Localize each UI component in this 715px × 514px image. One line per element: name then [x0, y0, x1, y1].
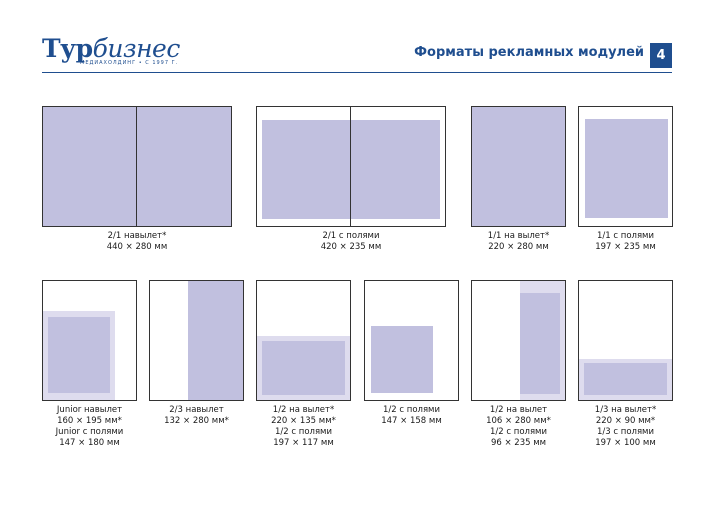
ad-area [584, 363, 667, 395]
format-caption: 2/1 навылет* 440 × 280 мм [42, 231, 232, 253]
caption-line: 420 × 235 мм [320, 242, 382, 252]
ad-area [371, 326, 433, 393]
caption-line: 1/1 на вылет* [487, 231, 550, 241]
logo-rest: бизнес [92, 34, 181, 63]
caption-line: 132 × 280 мм* [164, 416, 229, 426]
caption-line: 1/2 с полями [490, 427, 547, 437]
format-caption: 1/2 с полями 147 × 158 мм [364, 405, 459, 427]
caption-line: 440 × 280 мм [106, 242, 168, 252]
caption-line: 1/2 с полями [383, 405, 440, 415]
format-spread-bleed [42, 106, 232, 227]
caption-line: 1/2 на вылет* [272, 405, 335, 415]
logo: Турбизнес МЕДИАХОЛДИНГ • С 1997 Г. [42, 35, 180, 69]
format-half-square [364, 280, 459, 401]
caption-line: 220 × 135 мм* [271, 416, 336, 426]
format-full-page-bleed [471, 106, 566, 227]
page-number-badge: 4 [650, 43, 672, 68]
format-full-page-margins [578, 106, 673, 227]
caption-line: 1/2 на вылет [489, 405, 548, 415]
header-divider [42, 72, 672, 73]
caption-line: 1/2 с полями [275, 427, 332, 437]
spread-fold [136, 107, 137, 226]
ad-area [262, 341, 345, 395]
format-caption: 2/3 навылет 132 × 280 мм* [149, 405, 244, 427]
caption-line: 2/1 с полями [322, 231, 380, 241]
caption-line: 1/1 с полями [597, 231, 654, 241]
caption-line: 1/3 на вылет* [594, 405, 657, 415]
caption-line: 147 × 158 мм [381, 416, 442, 426]
caption-line: 160 × 195 мм* [57, 416, 122, 426]
caption-line: Junior с полями [55, 427, 124, 437]
caption-line: 147 × 180 мм [59, 438, 120, 448]
caption-line: 2/3 навылет [169, 405, 224, 415]
logo-main: Тур [42, 34, 93, 63]
ad-area [585, 119, 668, 218]
caption-line: 197 × 100 мм [595, 438, 656, 448]
format-caption: 1/2 на вылет* 220 × 135 мм* 1/2 с полями… [256, 405, 351, 449]
ad-area [520, 293, 560, 394]
format-two-thirds-bleed [149, 280, 244, 401]
ad-area [48, 317, 110, 393]
format-caption: 1/1 с полями 197 × 235 мм [578, 231, 673, 253]
caption-line: 1/3 с полями [597, 427, 654, 437]
spread-fold [350, 107, 351, 226]
caption-line: 197 × 117 мм [273, 438, 334, 448]
logo-tagline: МЕДИАХОЛДИНГ • С 1997 Г. [80, 60, 179, 66]
format-spread-margins [256, 106, 446, 227]
format-caption: 1/3 на вылет* 220 × 90 мм* 1/3 с полями … [578, 405, 673, 449]
ad-area [262, 120, 440, 219]
format-caption: 1/2 на вылет 106 × 280 мм* 1/2 с полями … [471, 405, 566, 449]
format-caption: 1/1 на вылет* 220 × 280 мм [471, 231, 566, 253]
caption-line: 106 × 280 мм* [486, 416, 551, 426]
format-half-vertical [471, 280, 566, 401]
logo-wordmark: Турбизнес [42, 35, 180, 63]
ad-area [188, 281, 243, 400]
caption-line: 220 × 90 мм* [595, 416, 656, 426]
format-junior [42, 280, 137, 401]
caption-line: 197 × 235 мм [595, 242, 656, 252]
format-half-horizontal [256, 280, 351, 401]
caption-line: Junior навылет [56, 405, 123, 415]
page-title: Форматы рекламных модулей [414, 45, 644, 60]
caption-line: 220 × 280 мм [488, 242, 549, 252]
caption-line: 2/1 навылет* [107, 231, 167, 241]
caption-line: 96 × 235 мм [490, 438, 547, 448]
format-caption: Junior навылет 160 × 195 мм* Junior с по… [42, 405, 137, 449]
format-third-horizontal [578, 280, 673, 401]
format-caption: 2/1 с полями 420 × 235 мм [256, 231, 446, 253]
